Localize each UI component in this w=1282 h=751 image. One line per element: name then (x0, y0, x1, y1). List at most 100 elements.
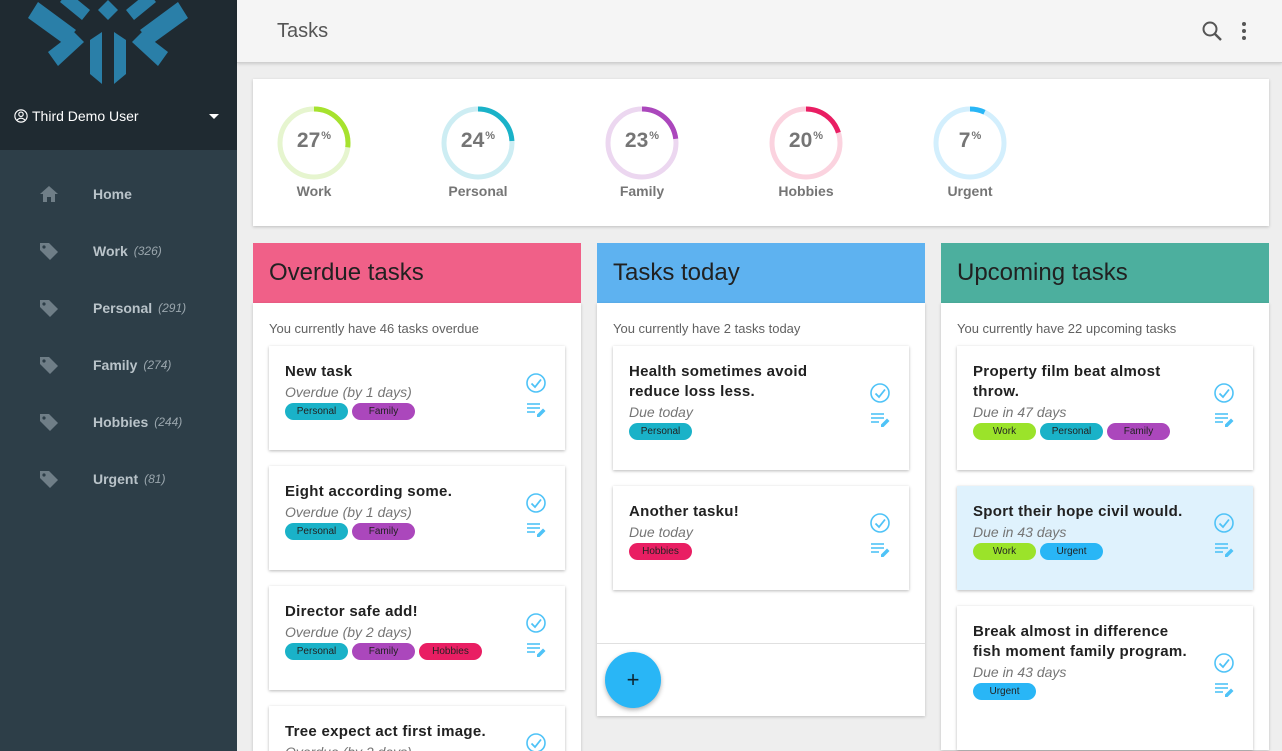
stat-value: 27 (296, 129, 321, 152)
column-summary: You currently have 22 upcoming tasks (957, 321, 1177, 336)
task-card[interactable]: Tree expect act first image. Overdue (by … (269, 706, 565, 751)
task-card[interactable]: Health sometimes avoid reduce loss less.… (613, 346, 909, 470)
task-card[interactable]: Sport their hope civil would. Due in 43 d… (957, 486, 1253, 590)
task-title: Health sometimes avoid reduce loss less. (629, 363, 808, 400)
tag-hobbies: Hobbies (419, 643, 482, 660)
edit-note-icon[interactable] (525, 521, 547, 539)
column-body: You currently have 46 tasks overdue New … (253, 303, 581, 751)
task-card[interactable]: Eight according some. Overdue (by 1 days)… (269, 466, 565, 570)
column-header: Overdue tasks (253, 243, 581, 303)
task-due-date: Due today (629, 524, 693, 540)
task-tags: Personal Family (285, 403, 549, 420)
edit-note-icon[interactable] (525, 641, 547, 659)
sidebar-item-count: (274) (143, 357, 172, 372)
sidebar-item-personal[interactable]: Personal (291) (0, 279, 237, 336)
user-name: Third Demo User (32, 108, 139, 124)
today-tasks-column: Tasks today You currently have 2 tasks t… (597, 243, 925, 716)
tag-icon (40, 413, 58, 431)
category-stats-card: 27% Work 24% Personal 23% Family 20% Hobbies 7% U… (253, 79, 1269, 226)
task-tags: Work Urgent (973, 543, 1237, 560)
check-circle-icon[interactable] (525, 372, 547, 394)
sidebar: Third Demo User Home Work (326) Personal (29… (0, 0, 237, 751)
check-circle-icon[interactable] (869, 512, 891, 534)
check-circle-icon[interactable] (525, 732, 547, 751)
page-title: Tasks (277, 20, 329, 42)
sidebar-item-home[interactable]: Home (0, 165, 237, 222)
stat-personal: 24% Personal (418, 105, 538, 199)
task-list: Property film beat almost throw. Due in 4… (941, 346, 1269, 750)
sidebar-item-label: Urgent (93, 470, 139, 487)
progress-ring-fill (933, 106, 1007, 180)
stat-suffix: % (321, 130, 332, 142)
task-list: New task Overdue (by 1 days) Personal Famil… (253, 346, 581, 751)
progress-ring-fill (769, 106, 843, 180)
task-card[interactable]: Another tasku! Due today Hobbies (613, 486, 909, 590)
tag-icon (40, 242, 58, 260)
task-due-date: Due today (629, 404, 693, 420)
sidebar-header: Third Demo User (0, 0, 237, 150)
task-title: Another tasku! (629, 503, 740, 520)
overdue-tasks-column: Overdue tasks You currently have 46 task… (253, 243, 581, 751)
sidebar-item-label: Family (93, 356, 138, 373)
task-card[interactable]: Director safe add! Overdue (by 2 days) Per… (269, 586, 565, 690)
edit-note-icon[interactable] (869, 541, 891, 559)
check-circle-icon[interactable] (525, 612, 547, 634)
sidebar-nav: Home Work (326) Personal (291) Family (274) Hob… (0, 165, 237, 507)
task-due-date: Overdue (by 2 days) (285, 624, 412, 640)
task-due-date: Overdue (by 2 days) (285, 742, 549, 751)
edit-note-icon[interactable] (1213, 681, 1235, 699)
stat-urgent: 7% Urgent (910, 105, 1030, 199)
check-circle-icon[interactable] (1213, 382, 1235, 404)
add-task-button[interactable]: + (605, 652, 661, 708)
edit-note-icon[interactable] (869, 411, 891, 429)
user-menu[interactable]: Third Demo User (14, 108, 219, 124)
stat-label: Hobbies (778, 183, 834, 199)
task-card[interactable]: Property film beat almost throw. Due in 4… (957, 346, 1253, 470)
task-title: New task (285, 363, 353, 380)
sidebar-item-label: Work (93, 242, 128, 259)
progress-ring (933, 106, 1007, 180)
edit-note-icon[interactable] (525, 401, 547, 419)
sidebar-item-count: (244) (154, 414, 183, 429)
check-circle-icon[interactable] (1213, 512, 1235, 534)
search-icon[interactable] (1201, 20, 1223, 42)
tag-work: Work (973, 543, 1036, 560)
task-due-date: Due in 43 days (973, 664, 1067, 680)
sidebar-item-hobbies[interactable]: Hobbies (244) (0, 393, 237, 450)
stat-work: 27% Work (254, 105, 374, 199)
stat-suffix: % (649, 130, 660, 142)
check-circle-icon[interactable] (1213, 652, 1235, 674)
tag-family: Family (352, 523, 415, 540)
tag-icon (40, 470, 58, 488)
sidebar-item-urgent[interactable]: Urgent (81) (0, 450, 237, 507)
edit-note-icon[interactable] (1213, 411, 1235, 429)
column-summary: You currently have 46 tasks overdue (269, 321, 479, 336)
column-header: Upcoming tasks (941, 243, 1269, 303)
progress-ring (605, 106, 679, 180)
column-body: You currently have 22 upcoming tasks Pro… (941, 303, 1269, 750)
tag-icon (40, 299, 58, 317)
sidebar-item-family[interactable]: Family (274) (0, 336, 237, 393)
task-title: Property film beat almost throw. (973, 363, 1161, 400)
stat-value: 23 (624, 129, 649, 152)
app-logo (28, 0, 188, 84)
task-tags: Work Personal Family (973, 423, 1237, 440)
check-circle-icon[interactable] (869, 382, 891, 404)
task-list: Health sometimes avoid reduce loss less.… (597, 346, 925, 590)
stat-suffix: % (813, 130, 824, 142)
sidebar-item-count: (326) (133, 243, 162, 258)
task-card[interactable]: New task Overdue (by 1 days) Personal Famil… (269, 346, 565, 450)
column-body: You currently have 2 tasks today Health … (597, 303, 925, 716)
user-icon (14, 109, 28, 123)
sidebar-item-work[interactable]: Work (326) (0, 222, 237, 279)
tag-family: Family (352, 643, 415, 660)
task-due-date: Overdue (by 1 days) (285, 504, 412, 520)
progress-ring (769, 106, 843, 180)
task-card[interactable]: Break almost in difference fish moment f… (957, 606, 1253, 750)
edit-note-icon[interactable] (1213, 541, 1235, 559)
stat-percent: 24% (418, 129, 538, 153)
more-vert-icon[interactable] (1237, 20, 1251, 42)
tag-personal: Personal (285, 643, 348, 660)
check-circle-icon[interactable] (525, 492, 547, 514)
tag-personal: Personal (629, 423, 692, 440)
